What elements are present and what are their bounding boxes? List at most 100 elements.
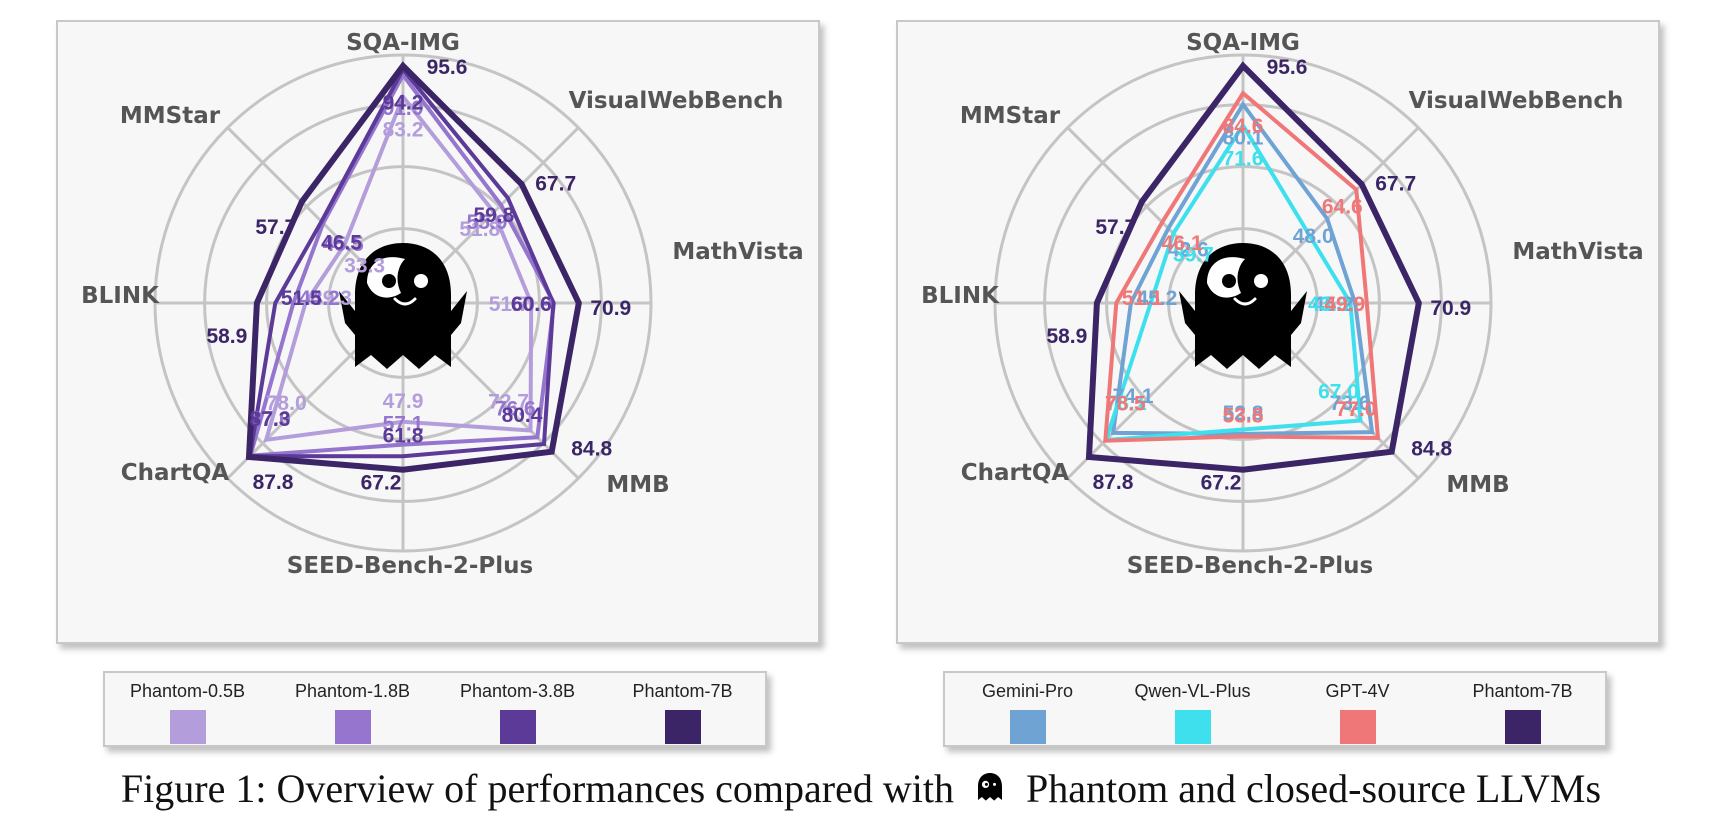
axis-label: MathVista bbox=[1512, 239, 1643, 265]
axis-label: SEED-Bench-2-Plus bbox=[1127, 553, 1373, 579]
value-label: 33.3 bbox=[344, 255, 385, 278]
value-label: 60.6 bbox=[511, 293, 552, 316]
series-polygon-gpt-4v bbox=[1103, 90, 1381, 443]
value-label: 87.8 bbox=[1093, 471, 1134, 494]
series-polygon-phantom-7b bbox=[1085, 61, 1422, 473]
axis-label: SQA-IMG bbox=[346, 30, 460, 56]
ghost-mouth bbox=[393, 297, 417, 306]
value-label: 67.7 bbox=[1375, 172, 1416, 195]
series-polygon-qwen-vl-plus bbox=[1103, 121, 1363, 443]
value-label: 87.8 bbox=[253, 471, 294, 494]
legend-swatch bbox=[664, 710, 701, 744]
value-label: 49.9 bbox=[1324, 293, 1365, 316]
value-label: 67.0 bbox=[1318, 381, 1359, 404]
legend-label: GPT-4V bbox=[1325, 681, 1390, 701]
value-label: 84.8 bbox=[571, 438, 612, 461]
value-label: 51.8 bbox=[459, 218, 500, 241]
axis-label: ChartQA bbox=[961, 460, 1070, 486]
legend-item: Phantom-7B bbox=[608, 681, 758, 744]
phantom-ghost-icon bbox=[339, 243, 467, 369]
legend-swatch bbox=[1174, 710, 1211, 744]
value-label: 67.2 bbox=[361, 472, 402, 495]
value-label: 43.3 bbox=[1308, 293, 1349, 316]
legend-swatch bbox=[1009, 710, 1046, 744]
value-label: 91.9 bbox=[383, 97, 424, 120]
value-label: 80.1 bbox=[1223, 126, 1264, 149]
ghost-eye-right bbox=[1254, 274, 1268, 288]
legend-swatch bbox=[1339, 710, 1376, 744]
value-label: 78.5 bbox=[1105, 393, 1146, 416]
value-label: 83.2 bbox=[383, 119, 424, 142]
figure-caption: Figure 1: Overview of performances compa… bbox=[0, 765, 1722, 812]
value-label: 45.5 bbox=[323, 233, 364, 256]
radar-chart-closed-source: 80.1 48.0 45.2 73.6 52.8 74.1 45.2 42.6 71.6 43.3… bbox=[921, 30, 1644, 579]
legend-item: Phantom-0.5B bbox=[113, 681, 263, 744]
phantom-ghost-icon bbox=[1179, 243, 1307, 369]
legend-swatch bbox=[334, 710, 371, 744]
value-label: 73.6 bbox=[1330, 392, 1371, 415]
legend-label: Qwen-VL-Plus bbox=[1134, 681, 1251, 701]
ghost-eye-left bbox=[1222, 274, 1236, 288]
legend-label: Phantom-1.8B bbox=[294, 681, 411, 701]
axis-label: VisualWebBench bbox=[1409, 88, 1624, 114]
series-polygon-phantom-3-8b bbox=[247, 65, 556, 459]
series-polygon-phantom-1-8b bbox=[247, 71, 557, 458]
value-label: 61.8 bbox=[383, 424, 424, 447]
axis-label: MathVista bbox=[672, 239, 803, 265]
ghost-mouth bbox=[1233, 297, 1257, 306]
caption-suffix: Phantom and closed-source LLVMs bbox=[1025, 766, 1602, 811]
value-label: 51.5 bbox=[281, 287, 322, 310]
axis-label: ChartQA bbox=[121, 460, 230, 486]
caption-prefix: Figure 1: Overview of performances compa… bbox=[120, 766, 954, 811]
value-label: 87.0 bbox=[250, 408, 291, 431]
axis-label: BLINK bbox=[921, 283, 1000, 309]
series-polygon-phantom-0-5b bbox=[263, 92, 534, 443]
value-label: 78.1 bbox=[1106, 392, 1147, 415]
value-label: 55.9 bbox=[467, 211, 508, 234]
series-polygon-gemini-pro bbox=[1110, 100, 1375, 436]
axis-label: SEED-Bench-2-Plus bbox=[287, 553, 533, 579]
axis-label: SQA-IMG bbox=[1186, 30, 1300, 56]
value-label: 57.7 bbox=[1095, 216, 1136, 239]
ghost-eye-right bbox=[414, 274, 428, 288]
radar-panel-left: 83.2 51.8 51.7 72.7 47.9 78.0 39.3 33.3 91.9 55.9… bbox=[56, 20, 820, 644]
legend-label: Phantom-7B bbox=[1472, 681, 1573, 701]
value-label: 44.2 bbox=[299, 287, 340, 310]
value-label: 59.8 bbox=[473, 204, 514, 227]
value-label: 70.9 bbox=[1430, 297, 1471, 320]
value-label: 67.7 bbox=[535, 172, 576, 195]
value-label: 58.9 bbox=[206, 325, 247, 348]
axis-label: MMB bbox=[606, 472, 669, 498]
value-label: 39.3 bbox=[311, 287, 352, 310]
value-label: 84.8 bbox=[1411, 438, 1452, 461]
value-label: 39.7 bbox=[1173, 243, 1214, 266]
value-label: 57.1 bbox=[383, 413, 424, 436]
legend-left: Phantom-0.5B Phantom-1.8B Phantom-3.8B P… bbox=[103, 671, 767, 747]
value-label: 95.6 bbox=[1267, 56, 1308, 79]
value-label: 72.7 bbox=[488, 391, 529, 414]
value-label: 78.0 bbox=[266, 392, 307, 415]
radar-chart-phantom-sizes: 83.2 51.8 51.7 72.7 47.9 78.0 39.3 33.3 91.9 55.9… bbox=[81, 30, 804, 579]
series-polygon-phantom-7b bbox=[245, 61, 582, 473]
axis-label: MMStar bbox=[120, 103, 221, 129]
legend-item: Phantom-7B bbox=[1448, 681, 1598, 744]
value-label: 71.6 bbox=[1223, 147, 1264, 170]
legend-label: Phantom-3.8B bbox=[459, 681, 576, 701]
value-label: 74.1 bbox=[1113, 385, 1154, 408]
value-label: 53.8 bbox=[1223, 404, 1264, 427]
ghost-eye-left bbox=[382, 274, 396, 288]
value-label: 58.9 bbox=[1046, 325, 1087, 348]
radar-panel-right: 80.1 48.0 45.2 73.6 52.8 74.1 45.2 42.6 71.6 43.3… bbox=[896, 20, 1660, 644]
value-label: 45.2 bbox=[1313, 293, 1354, 316]
value-label: 94.2 bbox=[383, 91, 424, 114]
axis-label: MMStar bbox=[960, 103, 1061, 129]
value-label: 70.9 bbox=[590, 297, 631, 320]
value-label: 87.3 bbox=[249, 408, 290, 431]
value-label: 64.6 bbox=[1322, 196, 1363, 219]
value-label: 67.2 bbox=[1201, 472, 1242, 495]
legend-label: Gemini-Pro bbox=[981, 681, 1074, 701]
value-label: 45.2 bbox=[1136, 287, 1177, 310]
value-label: 95.6 bbox=[427, 56, 468, 79]
legend-right: Gemini-Pro Qwen-VL-Plus GPT-4V Phantom-7… bbox=[943, 671, 1607, 747]
value-label: 76.6 bbox=[495, 397, 536, 420]
